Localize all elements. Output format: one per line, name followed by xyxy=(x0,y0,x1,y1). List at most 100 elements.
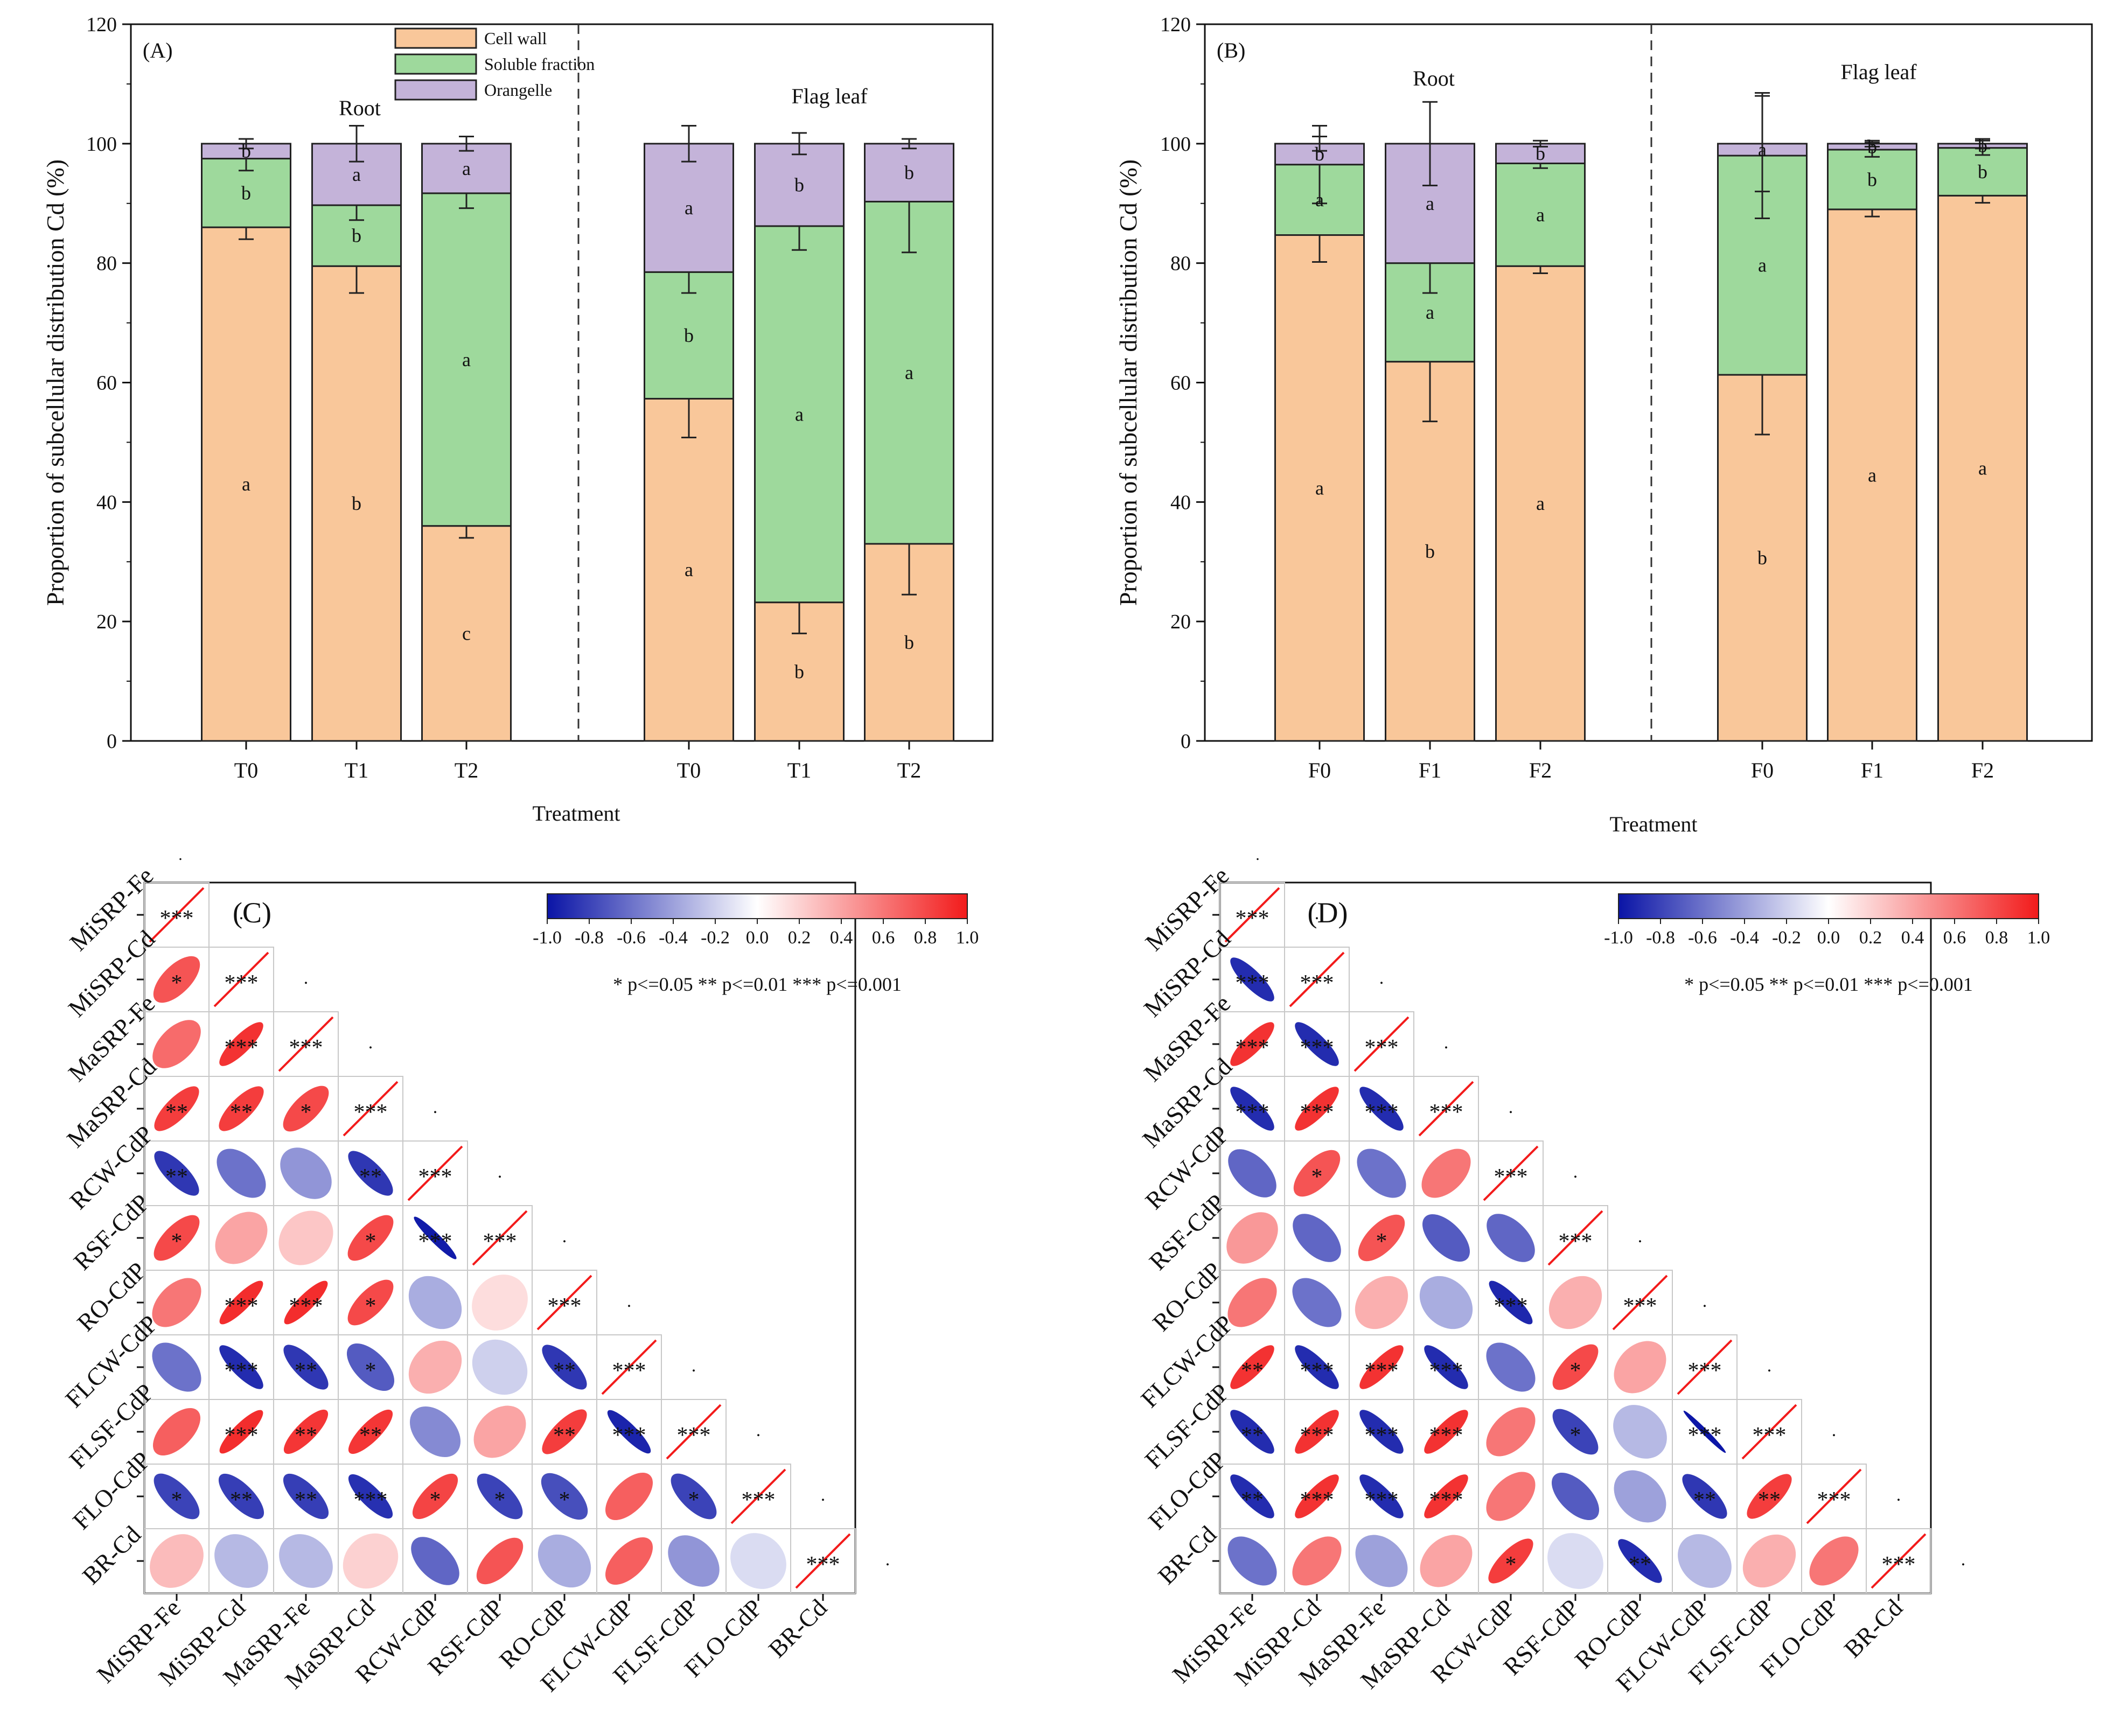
significance-stars: *** xyxy=(354,1488,388,1513)
significance-stars: *** xyxy=(677,1423,711,1448)
significance-stars: *** xyxy=(612,1359,646,1383)
bar-segment-cell-wall xyxy=(1495,265,1586,742)
legend-swatch xyxy=(394,53,477,75)
significance-stars: * xyxy=(365,1359,376,1383)
dot-marker: . xyxy=(1961,1550,1966,1570)
y-tick-label: 0 xyxy=(107,730,117,753)
dot-marker: . xyxy=(1573,1162,1578,1182)
significance-letter: a xyxy=(905,362,913,383)
significance-letter: b xyxy=(904,162,914,184)
y-tick-label: 80 xyxy=(96,253,117,275)
correlation-ellipse xyxy=(1295,1087,1339,1131)
correlation-ellipse xyxy=(1424,1345,1468,1389)
correlation-ellipse xyxy=(348,1409,393,1454)
x-tick-label: T2 xyxy=(897,758,921,782)
significance-stars: *** xyxy=(1817,1488,1851,1513)
bar-segment-cell-wall xyxy=(311,265,402,742)
legend-label: Soluble fraction xyxy=(484,54,595,74)
group-label-root: Root xyxy=(1413,66,1455,90)
dot-marker: . xyxy=(562,1227,567,1247)
bar-segment-cell-wall xyxy=(644,397,734,742)
bar-segment-orangelle xyxy=(421,143,512,194)
significance-stars: *** xyxy=(289,1294,323,1319)
correlation-ellipse xyxy=(1355,1276,1408,1329)
colorbar-tick-label: -0.4 xyxy=(659,928,688,948)
correlation-ellipse xyxy=(1618,1539,1662,1583)
dot-marker: . xyxy=(433,1097,438,1117)
significance-letter: b xyxy=(1315,143,1324,165)
dot-marker: . xyxy=(1509,1097,1513,1117)
correlation-ellipse xyxy=(1226,1212,1278,1264)
y-axis-title: Proportion of subcellular distribution C… xyxy=(1114,159,1142,606)
significance-stars: *** xyxy=(1236,971,1269,996)
legend-label: Orangelle xyxy=(484,80,552,100)
correlation-ellipse xyxy=(668,1535,720,1587)
significance-stars: ** xyxy=(359,1165,382,1189)
dot-marker: . xyxy=(1767,1356,1772,1376)
colorbar xyxy=(547,893,968,919)
bar-segment-orangelle xyxy=(644,143,734,273)
significance-stars: *** xyxy=(1429,1359,1463,1383)
colorbar-tick-label: 0.0 xyxy=(1817,928,1840,948)
y-tick-label: 40 xyxy=(96,491,117,514)
x-tick-label: F0 xyxy=(1751,758,1774,782)
significance-stars: *** xyxy=(1429,1423,1463,1448)
significance-legend: * p<=0.05 ** p<=0.01 *** p<=0.001 xyxy=(1684,974,1973,995)
dot-marker: . xyxy=(304,968,309,988)
correlation-ellipse xyxy=(347,1215,394,1261)
significance-stars: *** xyxy=(225,1294,259,1319)
significance-stars: * xyxy=(1505,1552,1517,1577)
y-tick-label: 60 xyxy=(96,372,117,395)
matrix-cell xyxy=(790,1528,856,1594)
correlation-ellipse xyxy=(408,1276,462,1329)
correlation-ellipse xyxy=(154,1473,200,1520)
colorbar-tick-label: 1.0 xyxy=(2027,928,2050,948)
correlation-ellipse xyxy=(219,1280,263,1325)
bar-segment-cell-wall xyxy=(1274,234,1365,742)
correlation-ellipse xyxy=(218,1473,264,1520)
stray-mark: . xyxy=(1255,846,1260,864)
panel-label: (D) xyxy=(1308,897,1348,929)
y-tick-label: 40 xyxy=(1170,491,1191,514)
matrix-cell xyxy=(1866,1528,1931,1594)
significance-stars: ** xyxy=(553,1423,576,1448)
significance-stars: *** xyxy=(548,1294,582,1319)
significance-stars: ** xyxy=(1241,1423,1264,1448)
correlation-ellipse xyxy=(1551,1472,1600,1521)
correlation-ellipse xyxy=(1358,1214,1405,1262)
colorbar xyxy=(1618,893,2039,919)
significance-stars: *** xyxy=(1300,1359,1334,1383)
correlation-ellipse xyxy=(1420,1535,1473,1587)
x-tick-label: F2 xyxy=(1529,758,1552,782)
significance-stars: *** xyxy=(225,1423,259,1448)
colorbar-tick-label: 0.8 xyxy=(914,928,937,948)
x-tick-label: T2 xyxy=(455,758,478,782)
significance-stars: *** xyxy=(1300,971,1334,996)
correlation-ellipse xyxy=(219,1410,263,1454)
column-label: BR-Cd xyxy=(1839,1594,1908,1663)
significance-letter: a xyxy=(1536,493,1545,514)
dot-marker: . xyxy=(627,1291,632,1311)
significance-letter: b xyxy=(794,174,804,195)
bar-segment-cell-wall xyxy=(1717,374,1808,742)
diagonal-line xyxy=(1806,1468,1862,1524)
correlation-ellipse xyxy=(1359,1087,1404,1131)
dot-marker: . xyxy=(885,1550,890,1570)
significance-stars: *** xyxy=(1559,1229,1593,1254)
column-label: BR-Cd xyxy=(763,1594,832,1663)
significance-stars: ** xyxy=(165,1100,188,1125)
colorbar-tick-label: 0.2 xyxy=(788,928,811,948)
significance-stars: ** xyxy=(1241,1359,1264,1383)
significance-stars: *** xyxy=(1494,1294,1528,1319)
significance-stars: *** xyxy=(1882,1552,1916,1577)
correlation-ellipse xyxy=(472,1275,528,1331)
significance-letter: b xyxy=(684,325,694,346)
significance-letter: b xyxy=(904,632,914,653)
correlation-ellipse xyxy=(1230,1474,1274,1518)
significance-letter: b xyxy=(352,225,361,247)
significance-letter: a xyxy=(462,158,471,179)
significance-letter: a xyxy=(1315,477,1324,499)
significance-stars: * xyxy=(559,1488,570,1513)
dot-marker: . xyxy=(756,1420,761,1440)
